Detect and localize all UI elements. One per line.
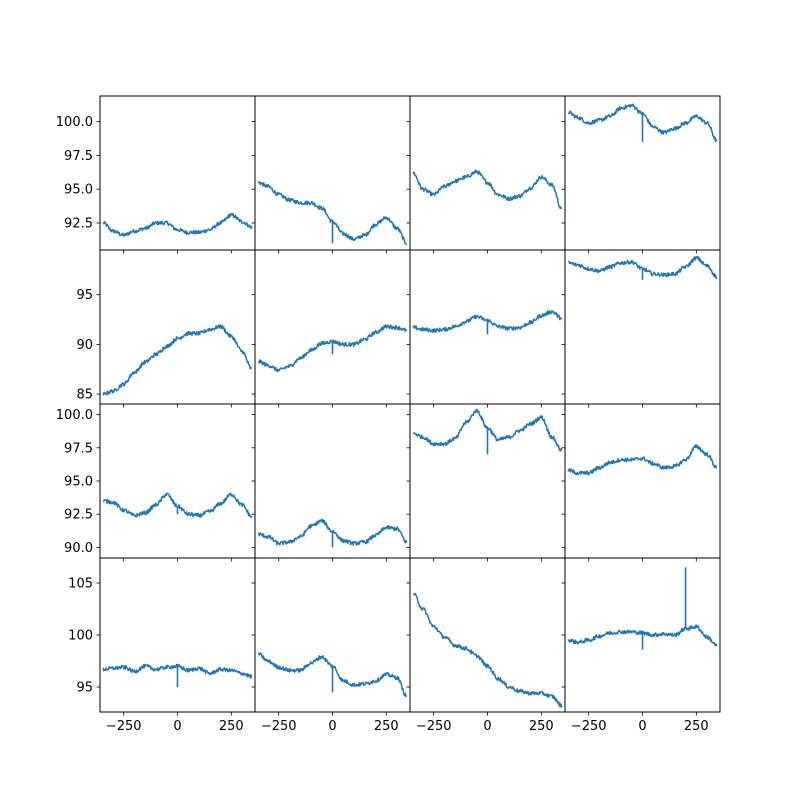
y-tick-label: 100.0 xyxy=(56,115,93,130)
series-line xyxy=(102,324,252,396)
series-line xyxy=(567,444,718,476)
subplot-r3-c3: −250 0 250 xyxy=(561,557,721,734)
subplot-r2-c0: 90.0 92.5 95.0 97.5 100.0 xyxy=(56,403,256,562)
y-tick-label: 95.0 xyxy=(64,183,93,198)
series-line xyxy=(412,169,563,210)
y-tick-label: 97.5 xyxy=(64,149,93,164)
y-tick-label: 85 xyxy=(76,388,93,403)
x-tick-label: −250 xyxy=(416,719,452,734)
subplot-grid: 92.5 95.0 97.5 100.0 85 90 95 90.0 92.5 95.0 97.5 1… xyxy=(56,95,721,734)
y-tick-label: 95 xyxy=(76,288,93,303)
y-tick-label: 92.5 xyxy=(64,216,93,231)
y-tick-label: 95.0 xyxy=(64,475,93,490)
series-line xyxy=(257,518,408,546)
y-tick-label: 100.0 xyxy=(56,408,93,423)
series-line xyxy=(102,212,253,237)
x-tick-label: −250 xyxy=(261,719,297,734)
x-tick-label: 0 xyxy=(638,719,646,734)
series-line xyxy=(567,103,718,143)
series-line xyxy=(412,408,563,452)
x-tick-label: 0 xyxy=(173,719,181,734)
x-tick-label: 0 xyxy=(483,719,491,734)
y-tick-label: 95 xyxy=(76,681,93,696)
series-line xyxy=(102,663,253,679)
y-tick-label: 97.5 xyxy=(64,441,93,456)
x-tick-label: −250 xyxy=(571,719,607,734)
x-tick-label: 0 xyxy=(328,719,336,734)
series-line xyxy=(568,255,718,280)
y-tick-label: 92.5 xyxy=(64,508,93,523)
y-tick-label: 100 xyxy=(68,629,93,644)
x-tick-label: 250 xyxy=(529,719,554,734)
y-tick-label: 105 xyxy=(68,576,93,591)
y-tick-label: 90.0 xyxy=(64,541,93,556)
x-tick-label: 250 xyxy=(219,719,244,734)
series-line xyxy=(412,592,563,708)
series-line xyxy=(257,652,408,698)
y-tick-label: 90 xyxy=(76,338,93,353)
subplot-r3-c1: −250 0 250 xyxy=(251,557,411,734)
series-line xyxy=(412,310,563,333)
series-line xyxy=(257,181,408,245)
subplot-r3-c2: −250 0 250 xyxy=(406,557,566,734)
x-tick-label: 250 xyxy=(374,719,399,734)
x-tick-label: −250 xyxy=(106,719,142,734)
x-tick-label: 250 xyxy=(684,719,709,734)
